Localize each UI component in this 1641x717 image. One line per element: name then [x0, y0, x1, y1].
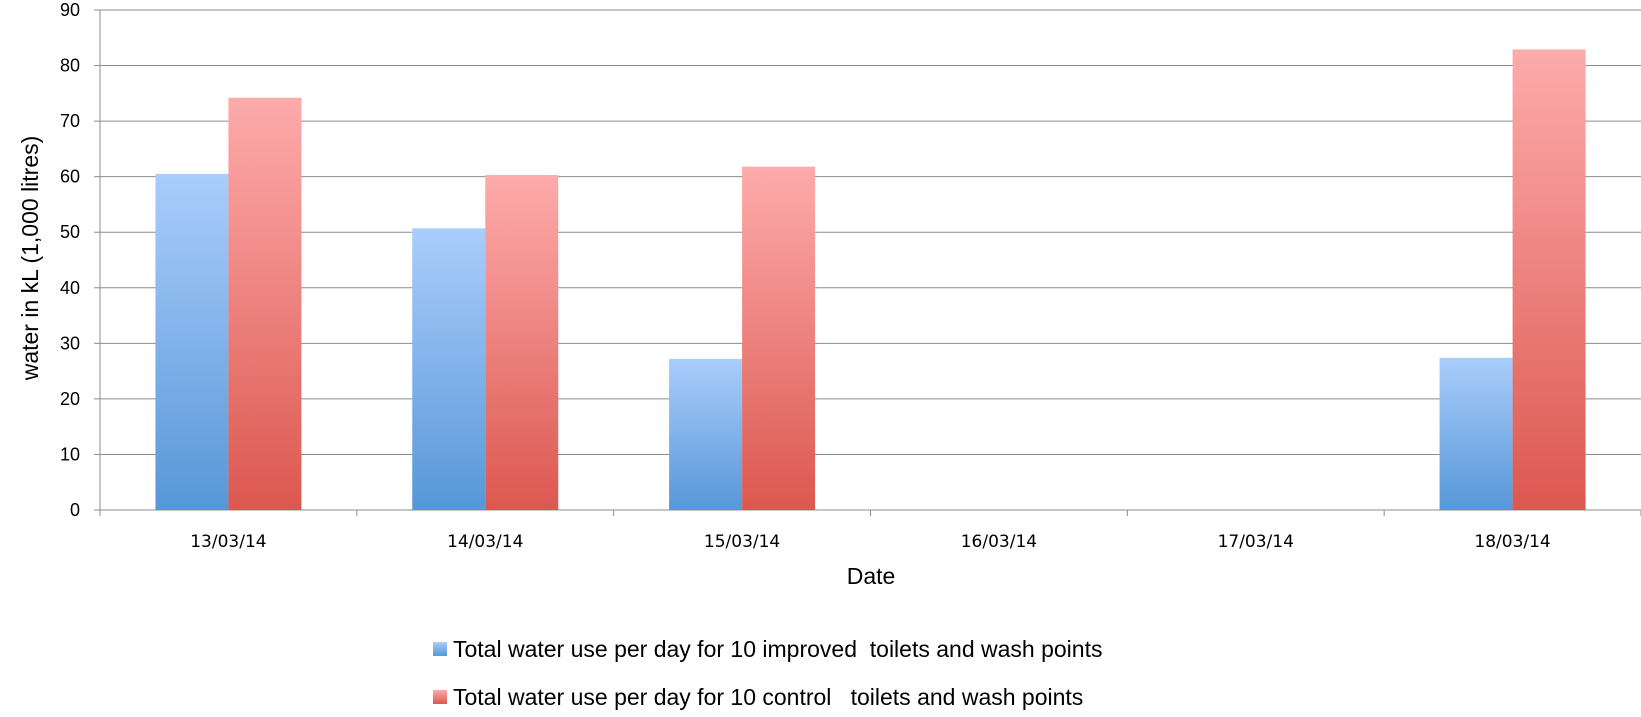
bars [155, 49, 1586, 511]
y-tick-label: 30 [60, 333, 80, 353]
y-tick-label: 60 [60, 167, 80, 187]
x-tick-label: 18/03/14 [1474, 532, 1550, 552]
legend-label-improved: Total water use per day for 10 improved … [453, 636, 1102, 662]
gridlines [100, 9, 1641, 455]
x-tick-labels: 13/03/14 14/03/14 15/03/14 16/03/14 17/03/14… [190, 532, 1551, 552]
y-tick-label: 90 [60, 0, 80, 20]
y-tick-label: 70 [60, 111, 80, 131]
legend-swatch-control [433, 690, 447, 704]
bar-improved-13/03/14 [155, 173, 229, 510]
y-tick-label: 0 [70, 500, 80, 520]
legend: Total water use per day for 10 improved … [433, 636, 1102, 710]
legend-label-control: Total water use per day for 10 control t… [453, 684, 1083, 710]
y-tick-label: 50 [60, 222, 80, 242]
y-axis-label: water in kL (1,000 litres) [17, 136, 43, 382]
x-tick-label: 15/03/14 [704, 532, 780, 552]
x-tick-label: 13/03/14 [190, 532, 266, 552]
y-tick-label: 80 [60, 56, 80, 76]
bar-improved-14/03/14 [412, 228, 486, 511]
x-tick-label: 14/03/14 [447, 532, 523, 552]
x-tick-label: 16/03/14 [961, 532, 1037, 552]
legend-swatch-improved [433, 642, 447, 656]
bar-control-18/03/14 [1512, 49, 1586, 510]
bar-control-13/03/14 [228, 97, 302, 511]
x-tick-label: 17/03/14 [1218, 532, 1294, 552]
bar-improved-15/03/14 [669, 358, 743, 510]
y-tick-label: 20 [60, 389, 80, 409]
bar-improved-18/03/14 [1439, 357, 1513, 510]
bar-control-14/03/14 [485, 175, 559, 510]
axes [94, 9, 1641, 516]
y-tick-label: 40 [60, 278, 80, 298]
y-tick-labels: 0 10 20 30 40 50 60 70 80 90 [60, 0, 80, 520]
x-axis-label: Date [847, 563, 896, 589]
y-tick-label: 10 [60, 444, 80, 464]
bar-control-15/03/14 [742, 166, 816, 510]
